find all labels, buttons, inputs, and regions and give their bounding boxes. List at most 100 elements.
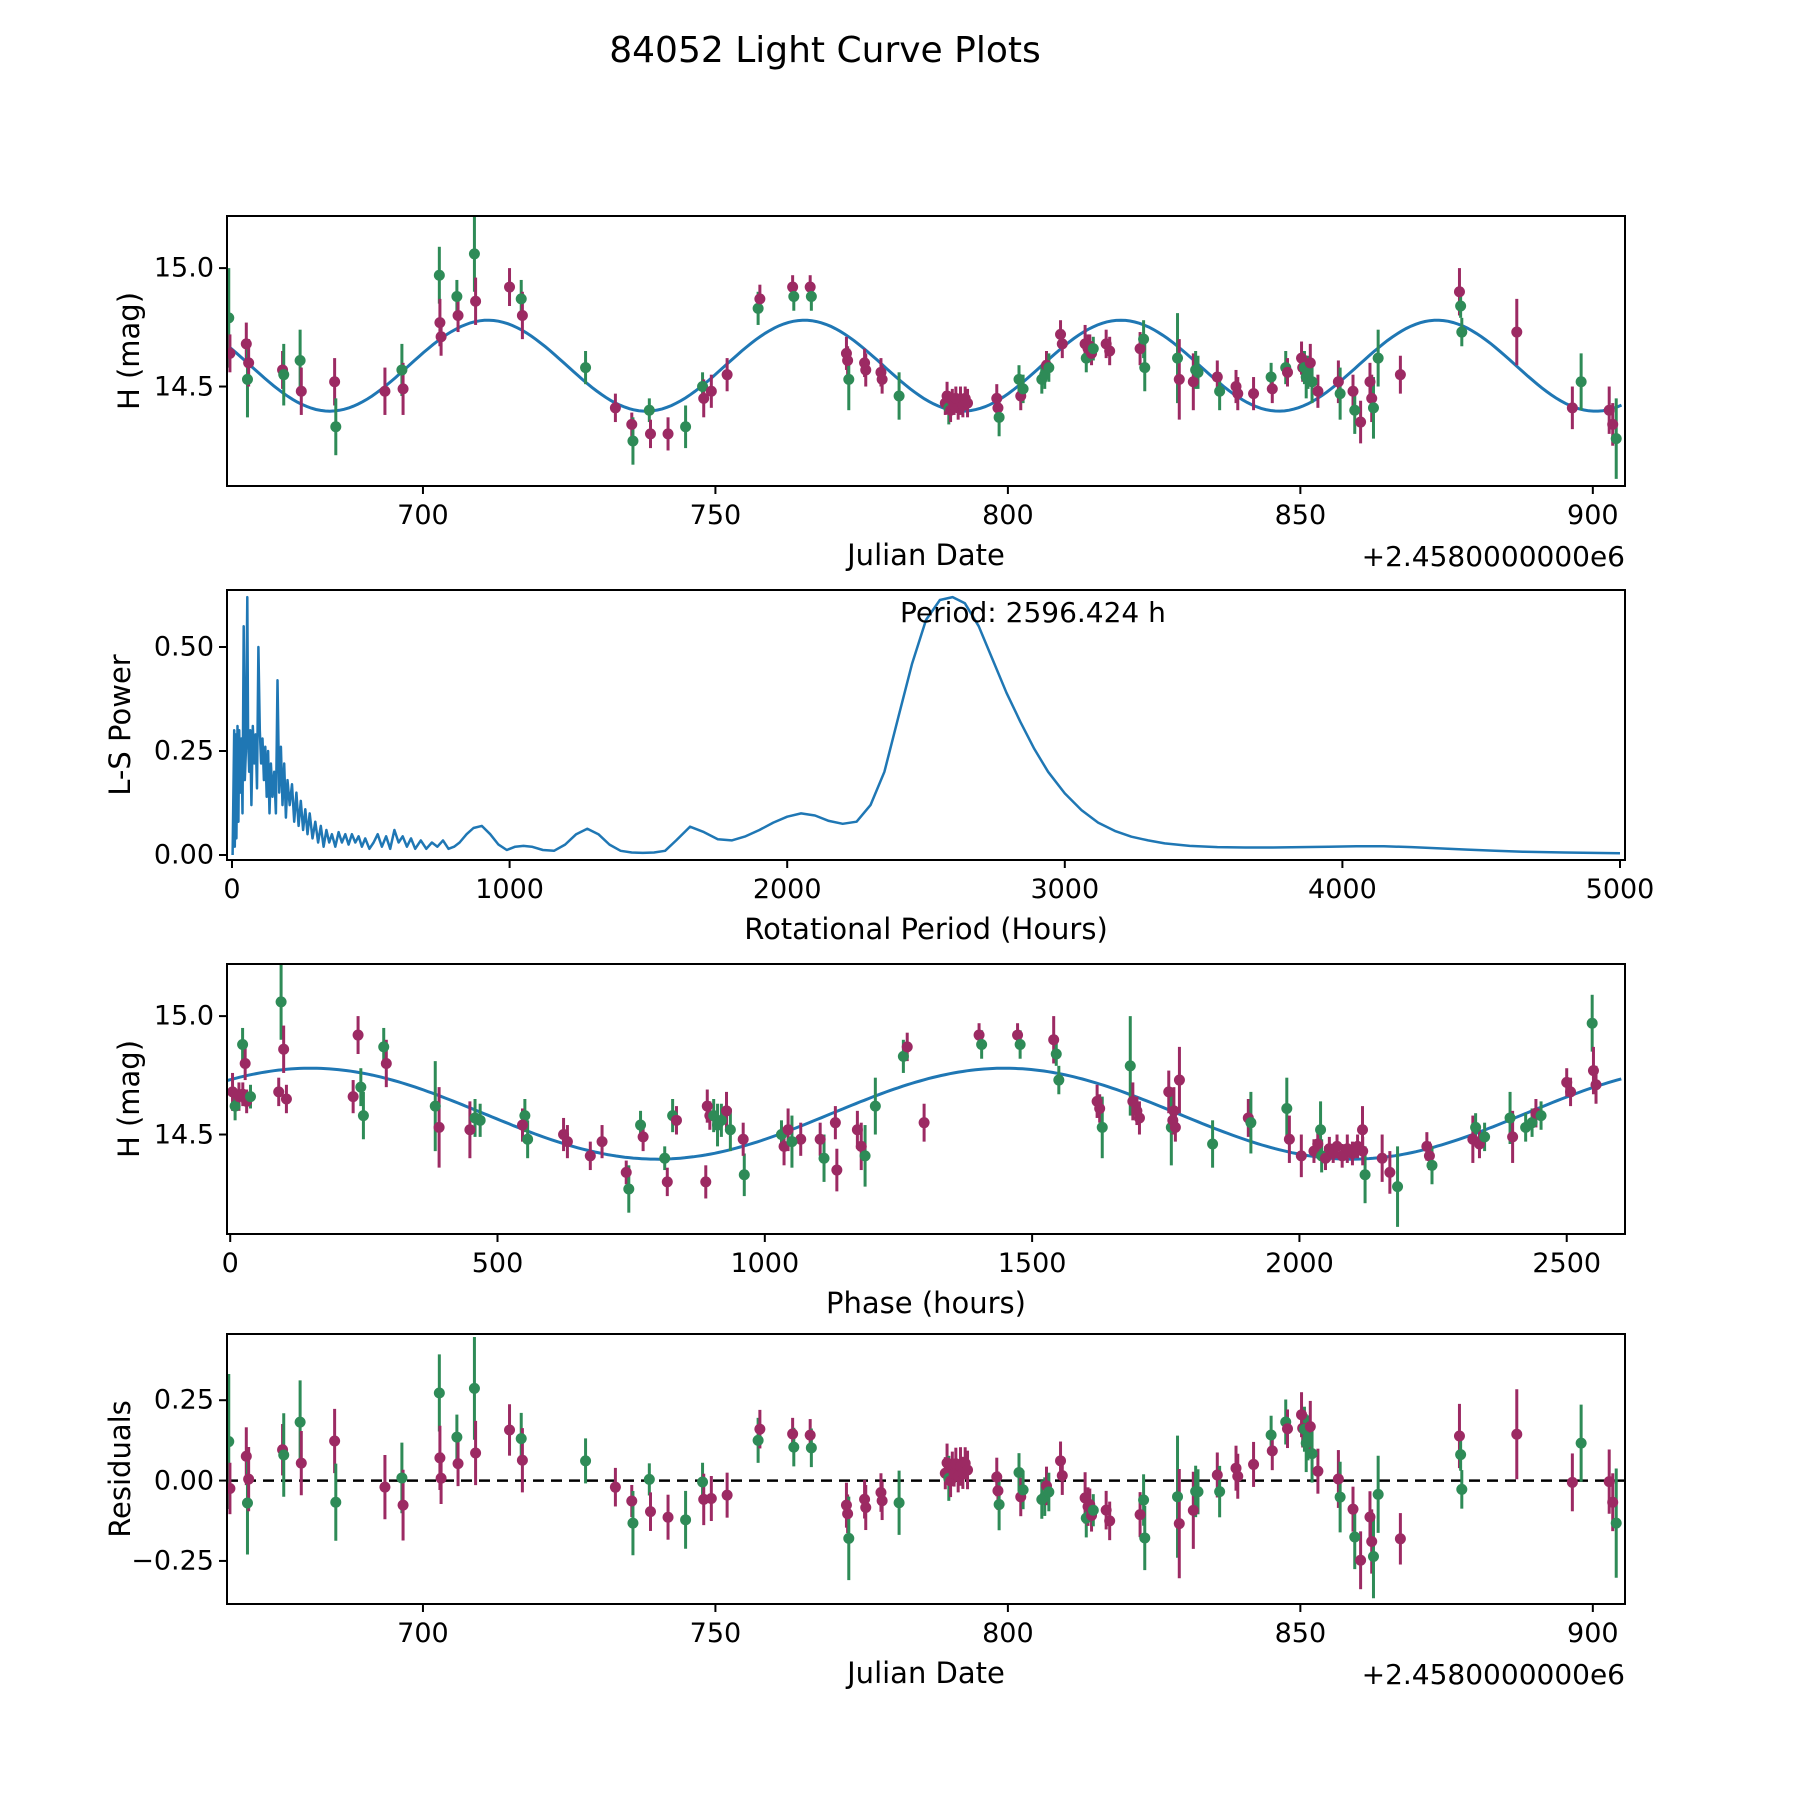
x-tick-label: 5000 xyxy=(1585,874,1655,905)
data-point xyxy=(1192,366,1204,378)
data-point xyxy=(993,411,1005,423)
data-point xyxy=(1013,373,1025,385)
data-point xyxy=(584,1150,596,1162)
data-point xyxy=(698,392,710,404)
data-point xyxy=(1359,1169,1371,1181)
data-point xyxy=(1331,1140,1343,1152)
data-point xyxy=(517,1119,529,1131)
data-point xyxy=(434,1452,446,1464)
data-point xyxy=(1566,1476,1578,1488)
y-tick-label: 0.25 xyxy=(153,1384,214,1416)
data-point xyxy=(1453,286,1465,298)
data-point xyxy=(451,291,463,303)
data-point xyxy=(1566,402,1578,414)
data-point xyxy=(991,392,1003,404)
data-point xyxy=(596,1136,608,1148)
x-tick-label: 700 xyxy=(397,1618,449,1649)
data-point xyxy=(973,1029,985,1041)
data-point xyxy=(805,291,817,303)
data-point xyxy=(330,1496,342,1508)
data-point xyxy=(1306,1448,1318,1460)
data-point xyxy=(680,421,692,433)
data-point xyxy=(295,1457,307,1469)
data-point xyxy=(1266,1445,1278,1457)
data-point xyxy=(295,385,307,397)
data-point xyxy=(643,1473,655,1485)
data-point xyxy=(227,347,236,359)
data-point xyxy=(1104,1515,1116,1527)
axes-spines xyxy=(226,215,1626,487)
data-point xyxy=(1334,388,1346,400)
data-point xyxy=(504,1424,516,1436)
p1-y-axis-label: H (mag) xyxy=(112,291,146,411)
data-point xyxy=(1211,1469,1223,1481)
data-point xyxy=(1610,1517,1622,1529)
data-point xyxy=(623,1183,635,1195)
data-point xyxy=(1312,385,1324,397)
data-point xyxy=(239,1057,251,1069)
data-point xyxy=(227,312,235,324)
data-point xyxy=(1561,1076,1573,1088)
data-point xyxy=(1334,1491,1346,1503)
data-point xyxy=(468,248,480,260)
data-point xyxy=(818,1152,830,1164)
data-point xyxy=(721,1105,733,1117)
data-point xyxy=(661,1176,673,1188)
fit-curve xyxy=(227,318,1623,413)
data-point xyxy=(851,1124,863,1136)
data-point xyxy=(860,1502,872,1514)
data-point xyxy=(1173,373,1185,385)
data-point xyxy=(1347,1503,1359,1515)
data-point xyxy=(522,1133,534,1145)
data-point xyxy=(1367,402,1379,414)
data-point xyxy=(1455,300,1467,312)
data-point xyxy=(842,354,854,366)
data-point xyxy=(670,1114,682,1126)
data-point xyxy=(1357,1145,1369,1157)
data-point xyxy=(626,418,638,430)
data-point xyxy=(897,1050,909,1062)
data-point xyxy=(1266,383,1278,395)
x-tick-label: 800 xyxy=(982,1618,1034,1649)
data-point xyxy=(237,1039,249,1051)
data-point xyxy=(1087,1504,1099,1516)
data-point xyxy=(1014,1039,1026,1051)
x-tick-label: 800 xyxy=(982,500,1034,531)
data-point xyxy=(962,397,974,409)
x-tick-label: 750 xyxy=(689,1618,742,1649)
data-point xyxy=(1366,1536,1378,1548)
data-point xyxy=(1134,1509,1146,1521)
data-point xyxy=(1139,362,1151,374)
data-point xyxy=(737,1133,749,1145)
data-point xyxy=(355,1081,367,1093)
data-point xyxy=(620,1166,632,1178)
data-point xyxy=(379,385,391,397)
data-point xyxy=(1526,1117,1538,1129)
data-point xyxy=(580,362,592,374)
data-point xyxy=(1053,1074,1065,1086)
data-point xyxy=(357,1110,369,1122)
data-point xyxy=(991,1471,1003,1483)
data-point xyxy=(754,1423,766,1435)
y-tick-label: 14.5 xyxy=(153,371,214,403)
data-point xyxy=(241,373,253,385)
data-point xyxy=(1372,1488,1384,1500)
data-point xyxy=(1565,1086,1577,1098)
data-point xyxy=(609,1481,621,1493)
data-point xyxy=(504,281,516,293)
data-point xyxy=(561,1136,573,1148)
data-point xyxy=(715,1114,727,1126)
data-point xyxy=(976,1039,988,1051)
data-point xyxy=(1265,1429,1277,1441)
data-point xyxy=(1013,1466,1025,1478)
data-point xyxy=(1012,1029,1024,1041)
data-point xyxy=(278,1043,290,1055)
data-point xyxy=(1134,343,1146,355)
data-point xyxy=(1511,1428,1523,1440)
data-point xyxy=(644,428,656,440)
y-tick-label: 14.5 xyxy=(153,1119,214,1151)
data-point xyxy=(992,1485,1004,1497)
axes-spines xyxy=(226,589,1626,861)
data-point xyxy=(843,1532,855,1544)
data-point xyxy=(227,1436,235,1448)
